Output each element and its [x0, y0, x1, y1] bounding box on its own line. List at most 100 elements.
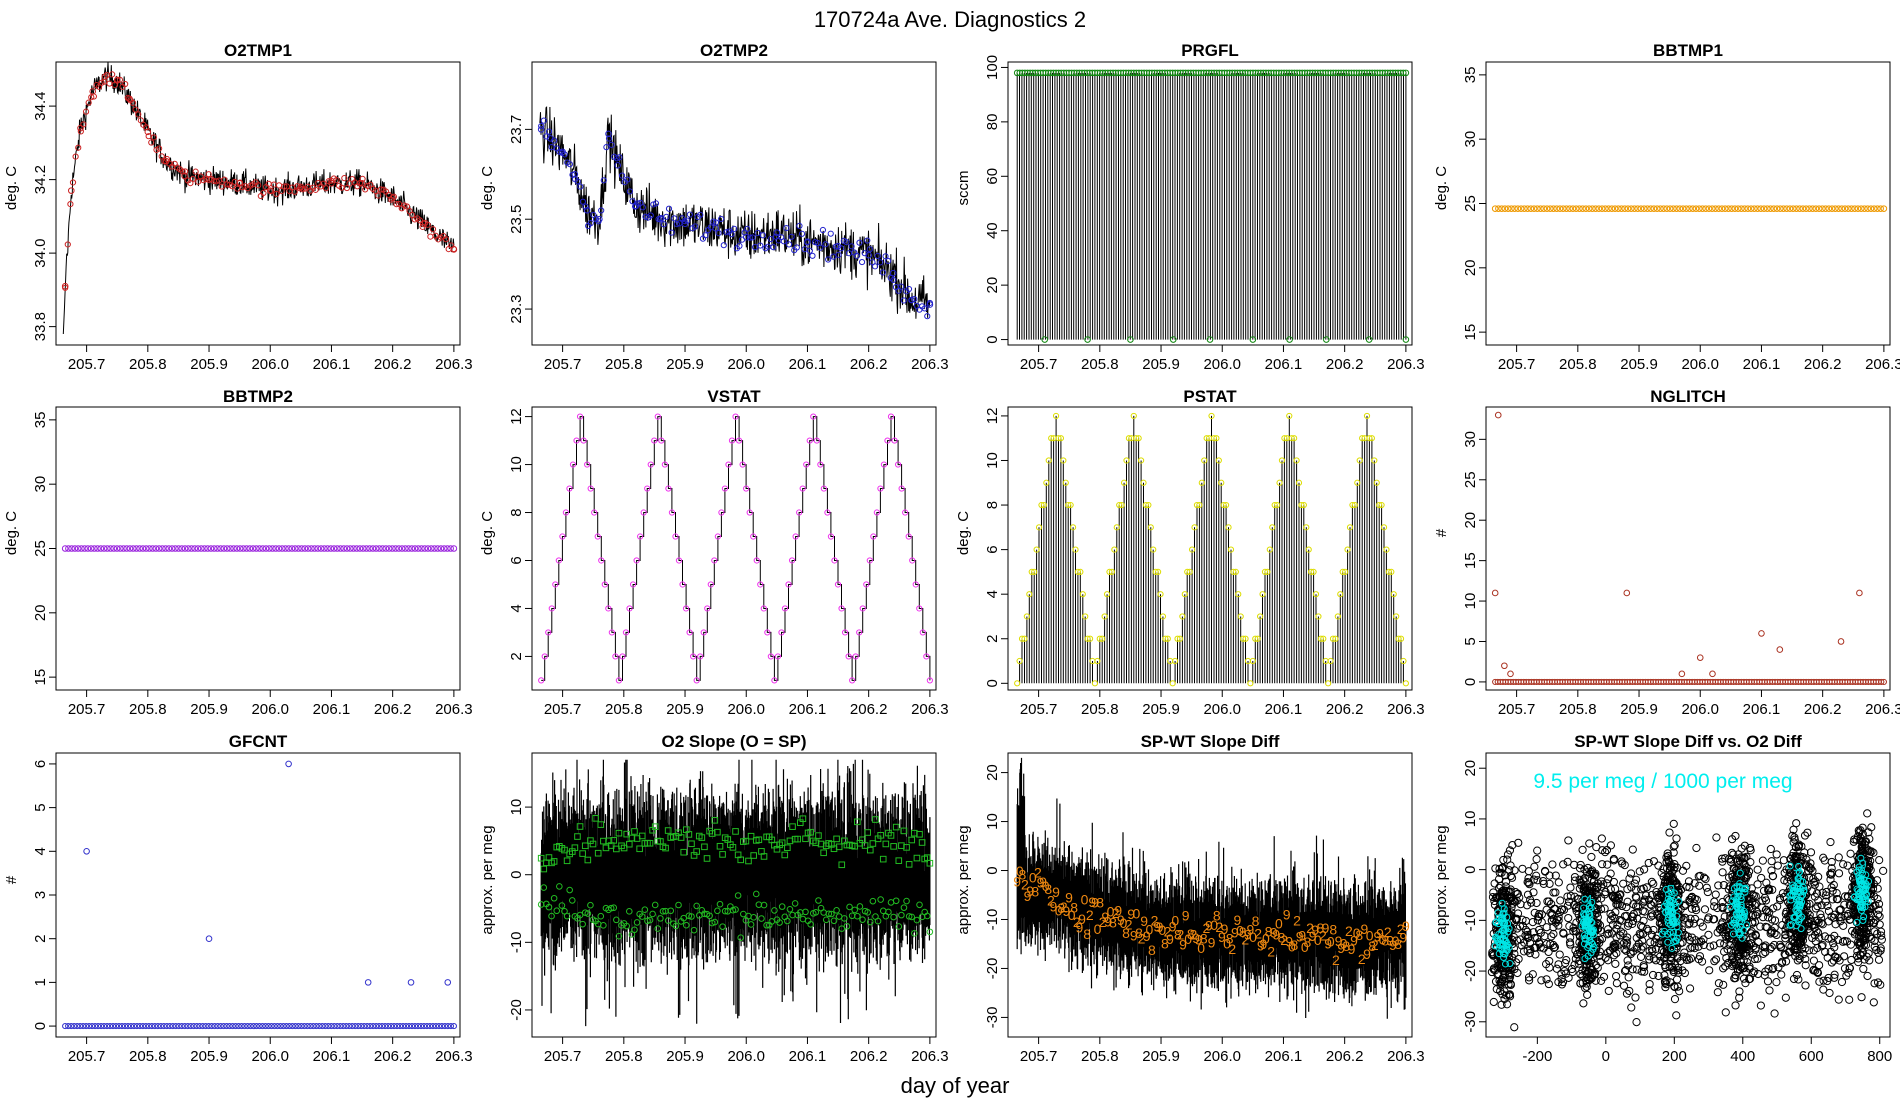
scatter-point	[1873, 910, 1883, 919]
circle-point	[802, 908, 809, 916]
orange-label-point: 0	[1327, 934, 1335, 950]
scatter-point	[1649, 879, 1658, 888]
data-point	[291, 188, 298, 195]
y-tick-label: 6	[32, 760, 49, 768]
orange-label-point: 9	[1350, 932, 1358, 948]
cluster-label: 5	[1667, 882, 1675, 899]
key-point	[681, 220, 689, 228]
y-tick-label: 23.5	[508, 205, 525, 234]
x-tick-label: 205.8	[1559, 701, 1597, 718]
data-point	[1018, 635, 1026, 642]
data-point	[1339, 568, 1346, 575]
data-point	[1653, 205, 1661, 212]
orange-label-point: 8	[1304, 934, 1312, 950]
scatter-point	[1530, 862, 1539, 871]
scatter-point	[1841, 892, 1850, 901]
data-point	[796, 509, 803, 516]
data-point	[660, 221, 667, 228]
data-point	[418, 545, 425, 552]
scatter-point	[1686, 954, 1696, 963]
data-point	[810, 413, 817, 420]
scatter-point	[1753, 865, 1762, 874]
data-point	[654, 413, 661, 420]
scatter-point	[1685, 935, 1695, 945]
data-point	[923, 653, 930, 660]
y-tick-label: 0	[984, 866, 1001, 874]
data-point	[770, 244, 777, 251]
circle-point	[556, 883, 563, 890]
scatter-point	[1813, 902, 1822, 911]
y-axis-label: approx. per meg	[479, 825, 496, 934]
orange-label-point: 8	[1044, 881, 1052, 897]
scatter-point	[1503, 850, 1513, 859]
data-point	[424, 221, 431, 228]
orange-label-point: 8	[1342, 938, 1350, 954]
data-point	[396, 1022, 404, 1030]
scatter-point	[1635, 929, 1644, 938]
data-point	[1337, 591, 1344, 598]
data-point	[538, 677, 545, 684]
data-point	[778, 629, 785, 636]
scatter-point	[1583, 990, 1592, 999]
data-point	[346, 1022, 353, 1030]
data-point	[693, 677, 700, 684]
data-point	[1799, 205, 1807, 212]
data-point	[265, 1022, 272, 1030]
data-point	[244, 1022, 251, 1030]
scatter-point	[1597, 834, 1606, 843]
data-point	[304, 545, 312, 552]
circle-point	[851, 906, 859, 914]
square-point	[685, 831, 693, 838]
x-tick-label: 206.3	[435, 356, 473, 373]
scatter-point	[1604, 929, 1613, 938]
circle-point	[561, 907, 568, 915]
square-point	[651, 823, 659, 830]
orange-label-point: 8	[1239, 924, 1247, 940]
data-point	[281, 183, 288, 190]
orange-label-point: 2	[1202, 920, 1210, 936]
x-tick-label: 206.0	[727, 1048, 765, 1065]
data-point	[714, 533, 721, 540]
orange-label-point: 0	[1171, 913, 1179, 929]
circle-point	[633, 919, 641, 926]
scatter-point	[1761, 948, 1770, 957]
scatter-point	[1827, 934, 1836, 943]
data-point	[109, 1022, 117, 1030]
orange-label-point: 0	[1029, 869, 1037, 885]
data-point	[1072, 546, 1079, 553]
scatter-point	[1817, 901, 1826, 910]
data-point	[912, 581, 919, 588]
data-point	[573, 437, 580, 444]
data-point	[168, 545, 176, 552]
data-point	[1399, 69, 1407, 77]
circle-point	[579, 920, 586, 928]
y-tick-label: 34.0	[32, 239, 49, 268]
data-point	[1342, 568, 1349, 575]
circle-point	[732, 906, 739, 913]
data-point	[421, 545, 429, 552]
data-point	[298, 1022, 305, 1030]
data-point	[1783, 205, 1791, 212]
data-point	[384, 1022, 392, 1030]
data-point	[86, 1022, 93, 1030]
data-point	[580, 437, 587, 444]
circle-point	[846, 903, 853, 911]
data-point	[814, 239, 821, 247]
key-point	[144, 128, 152, 136]
scatter-point	[1646, 900, 1655, 909]
data-point	[320, 180, 327, 187]
data-point	[373, 1022, 380, 1030]
scatter-point	[1518, 864, 1527, 873]
data-point	[393, 201, 400, 208]
x-tick-label: 205.9	[666, 701, 704, 718]
scatter-point	[1825, 988, 1834, 998]
scatter-point	[1807, 887, 1817, 896]
panel-sp-wt-slope-diff: SP-WT Slope Diff approx. per meg 205.7 20…	[955, 732, 1425, 1065]
data-point	[401, 545, 409, 552]
data-point	[1325, 680, 1332, 687]
x-tick-label: 205.9	[666, 356, 704, 373]
orange-label-point: 8	[1122, 925, 1130, 941]
circle-point	[859, 916, 866, 923]
circle-point	[550, 894, 558, 902]
data-point	[820, 485, 827, 492]
